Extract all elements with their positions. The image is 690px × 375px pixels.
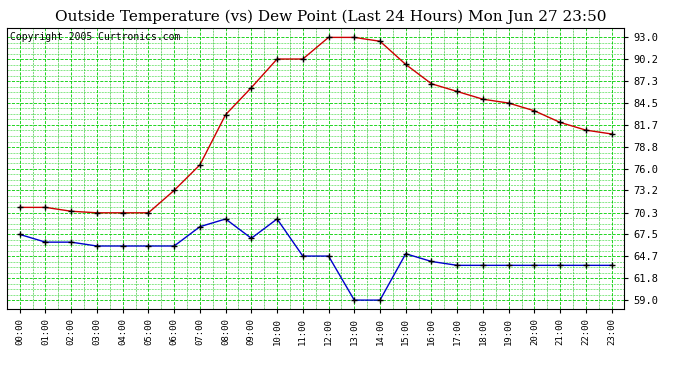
Text: Copyright 2005 Curtronics.com: Copyright 2005 Curtronics.com <box>10 32 180 42</box>
Text: Outside Temperature (vs) Dew Point (Last 24 Hours) Mon Jun 27 23:50: Outside Temperature (vs) Dew Point (Last… <box>55 9 607 24</box>
